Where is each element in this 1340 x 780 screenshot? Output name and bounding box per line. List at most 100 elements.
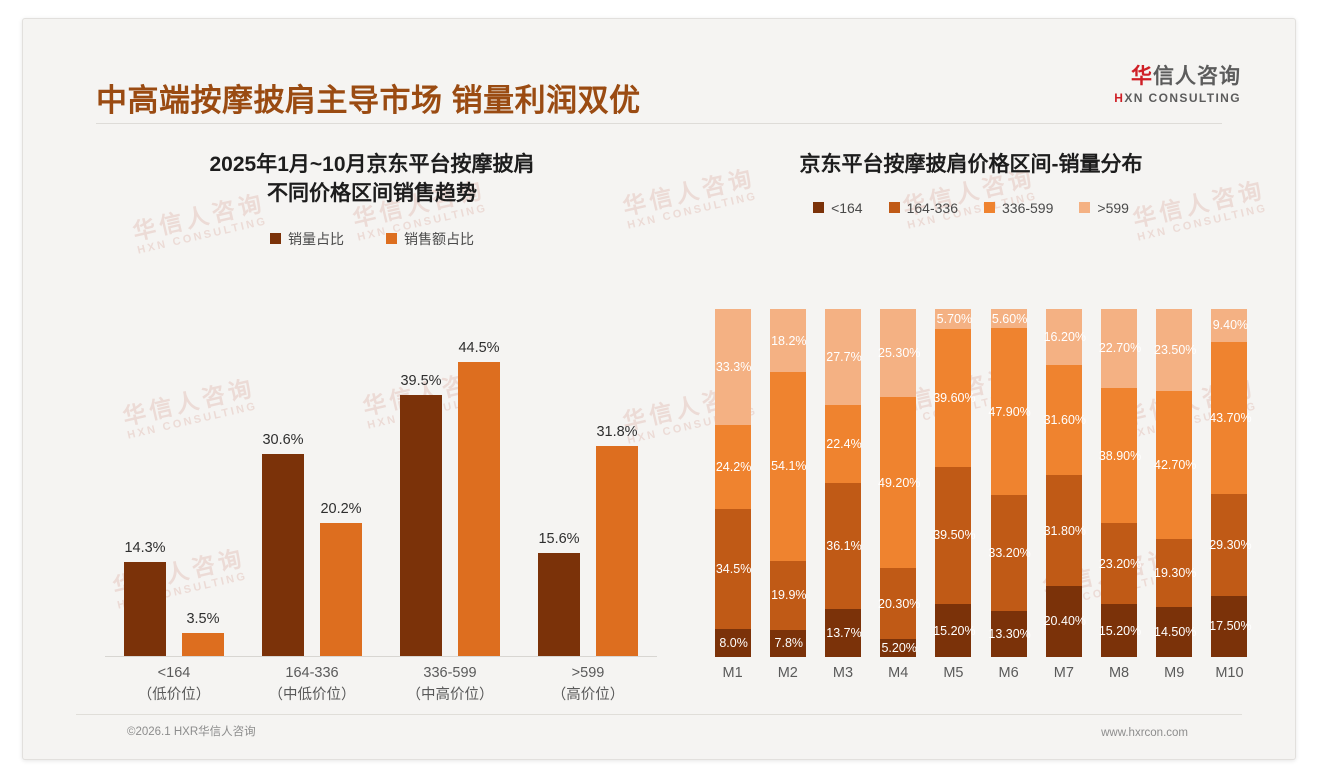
stacked-bar-segment[interactable]: 23.50% (1154, 309, 1196, 391)
stacked-bar[interactable]: 5.70% 39.60% 39.50% 15.20% (933, 309, 976, 657)
stacked-bar-segment[interactable]: 25.30% (878, 309, 920, 398)
stacked-bar[interactable]: 9.40% 43.70% 29.30% 17.50% (1209, 309, 1252, 657)
segment-value-label: 24.2% (715, 459, 752, 474)
stacked-bar[interactable]: 22.70% 38.90% 23.20% 15.20% (1099, 309, 1141, 657)
stacked-bar-segment[interactable]: 49.20% (878, 397, 920, 569)
legend-item-sales-amount[interactable]: 销售额占比 (386, 229, 474, 249)
bar[interactable]: 3.5% (182, 611, 224, 656)
stacked-bar-segment[interactable]: 33.3% (714, 309, 751, 425)
stacked-bar-segment[interactable]: 39.60% (933, 328, 976, 467)
stacked-bar-segment[interactable]: 20.30% (878, 568, 920, 639)
segment-value-label: 15.20% (1098, 623, 1142, 638)
stacked-bar[interactable]: 5.60% 47.90% 33.20% 13.30% (988, 309, 1031, 657)
stacked-bar-segment[interactable]: 34.5% (714, 509, 751, 630)
legend-item->599[interactable]: >599 (1079, 200, 1129, 216)
stacked-bar-segment[interactable]: 8.0% (714, 629, 751, 657)
legend-swatch-icon (270, 233, 281, 245)
stacked-bar-segment[interactable]: 15.20% (1099, 604, 1141, 657)
stacked-bar-segment[interactable]: 20.40% (1044, 585, 1086, 657)
stacked-bar-segment[interactable]: 47.90% (988, 328, 1031, 496)
stacked-bar-segment[interactable]: 19.30% (1154, 539, 1196, 607)
bar[interactable]: 44.5% (458, 340, 500, 656)
x-axis-label: M4 (888, 665, 909, 681)
right-stacked-bar-chart: 33.3% 24.2% 34.5% 8.0% 18.2% 54.1% 19.9% 7.8% 27… (705, 309, 1257, 657)
stacked-bar-segment[interactable]: 38.90% (1099, 387, 1141, 524)
stacked-bar[interactable]: 27.7% 22.4% 36.1% 13.7% (825, 309, 862, 657)
logo-en-rest: XN CONSULTING (1124, 91, 1241, 106)
stacked-bar[interactable]: 33.3% 24.2% 34.5% 8.0% (714, 309, 751, 657)
bar-group: 39.5% 44.5% (381, 317, 519, 656)
logo-chinese-text: 华信人咨询 (1114, 65, 1241, 88)
stacked-bar-column: 23.50% 42.70% 19.30% 14.50% (1147, 309, 1202, 657)
legend-item-<164[interactable]: <164 (813, 200, 863, 216)
legend-item-336-599[interactable]: 336-599 (984, 200, 1053, 216)
stacked-bar-segment[interactable]: 33.20% (988, 495, 1031, 611)
x-axis-label: M7 (1053, 665, 1074, 681)
stacked-bar-segment[interactable]: 22.70% (1099, 309, 1141, 388)
stacked-bar-segment[interactable]: 7.8% (769, 629, 806, 657)
stacked-bar-segment[interactable]: 15.20% (933, 604, 976, 657)
bar[interactable]: 31.8% (596, 424, 638, 656)
stacked-bar-segment[interactable]: 31.60% (1044, 365, 1086, 476)
legend-swatch-icon (386, 233, 397, 245)
stacked-bar[interactable]: 18.2% 54.1% 19.9% 7.8% (769, 309, 807, 657)
x-axis-label: M8 (1108, 665, 1130, 681)
stacked-bar-column: 33.3% 24.2% 34.5% 8.0% (705, 309, 760, 657)
bar-group: 30.6% 20.2% (243, 317, 381, 656)
stacked-bar-segment[interactable]: 29.30% (1209, 493, 1252, 596)
stacked-bar-segment[interactable]: 22.4% (825, 405, 862, 484)
legend-label: <164 (831, 199, 863, 216)
stacked-bar-segment[interactable]: 23.20% (1099, 523, 1141, 605)
bar-fill (182, 632, 224, 656)
stacked-bar-segment[interactable]: 19.9% (769, 560, 807, 630)
segment-value-label: 20.30% (878, 596, 921, 611)
segment-value-label: 5.70% (936, 311, 973, 326)
stacked-bar[interactable]: 25.30% 49.20% 20.30% 5.20% (878, 309, 920, 657)
stacked-bar-segment[interactable]: 54.1% (769, 372, 807, 561)
footer-website[interactable]: www.hxrcon.com (1101, 727, 1188, 739)
stacked-bar[interactable]: 16.20% 31.60% 31.80% 20.40% (1044, 309, 1086, 657)
segment-value-label: 31.60% (1043, 413, 1087, 428)
bar[interactable]: 15.6% (538, 531, 580, 656)
stacked-bar-segment[interactable]: 13.30% (988, 610, 1031, 657)
header-divider (96, 123, 1222, 124)
legend-item-164-336[interactable]: 164-336 (888, 200, 958, 216)
bar-value-label: 3.5% (186, 610, 220, 627)
left-chart-x-axis (105, 656, 657, 657)
stacked-bar-segment[interactable]: 27.7% (825, 309, 862, 406)
stacked-bar-segment[interactable]: 9.40% (1211, 309, 1248, 342)
left-chart-plot-area: 14.3% 3.5% 30.6% 20.2% 39.5% 44.5% 15.6% 31.8% (105, 317, 657, 656)
bar-value-label: 30.6% (262, 432, 304, 449)
bar[interactable]: 20.2% (320, 501, 362, 656)
legend-label: 销售额占比 (404, 230, 474, 247)
stacked-bar-segment[interactable]: 16.20% (1044, 309, 1086, 366)
stacked-bar-segment[interactable]: 5.70% (935, 309, 972, 329)
slide-canvas: 华信人咨询 HXN CONSULTING 华信人咨询 HXN CONSULTIN… (22, 18, 1296, 760)
stacked-bar-segment[interactable]: 17.50% (1209, 595, 1252, 657)
stacked-bar-segment[interactable]: 42.70% (1154, 390, 1196, 540)
bar[interactable]: 39.5% (400, 373, 442, 656)
x-axis-label-range: <164 (157, 665, 191, 681)
bar[interactable]: 30.6% (262, 432, 304, 656)
stacked-bar-segment[interactable]: 31.80% (1044, 475, 1086, 586)
stacked-bar-segment[interactable]: 14.50% (1154, 606, 1196, 657)
x-axis-label: M2 (777, 665, 798, 681)
stacked-bar-segment[interactable]: 5.20% (880, 638, 917, 657)
legend-swatch-icon (813, 202, 825, 214)
bar[interactable]: 14.3% (124, 540, 166, 656)
stacked-bar-column: 22.70% 38.90% 23.20% 15.20% (1091, 309, 1146, 657)
segment-value-label: 22.4% (826, 437, 862, 452)
stacked-bar-segment[interactable]: 36.1% (825, 483, 862, 609)
stacked-bar-segment[interactable]: 18.2% (769, 309, 807, 373)
legend-item-sales-volume[interactable]: 销量占比 (270, 229, 344, 249)
stacked-bar[interactable]: 23.50% 42.70% 19.30% 14.50% (1154, 309, 1196, 657)
stacked-bar-segment[interactable]: 24.2% (714, 424, 751, 510)
stacked-bar-segment[interactable]: 43.70% (1209, 341, 1252, 494)
segment-value-label: 16.20% (1043, 330, 1087, 345)
segment-value-label: 8.0% (719, 636, 748, 651)
stacked-bar-column: 5.60% 47.90% 33.20% 13.30% (981, 309, 1036, 657)
stacked-bar-segment[interactable]: 5.60% (990, 309, 1027, 329)
bar-value-label: 44.5% (458, 340, 500, 357)
stacked-bar-segment[interactable]: 39.50% (933, 466, 976, 605)
stacked-bar-segment[interactable]: 13.7% (825, 608, 862, 657)
